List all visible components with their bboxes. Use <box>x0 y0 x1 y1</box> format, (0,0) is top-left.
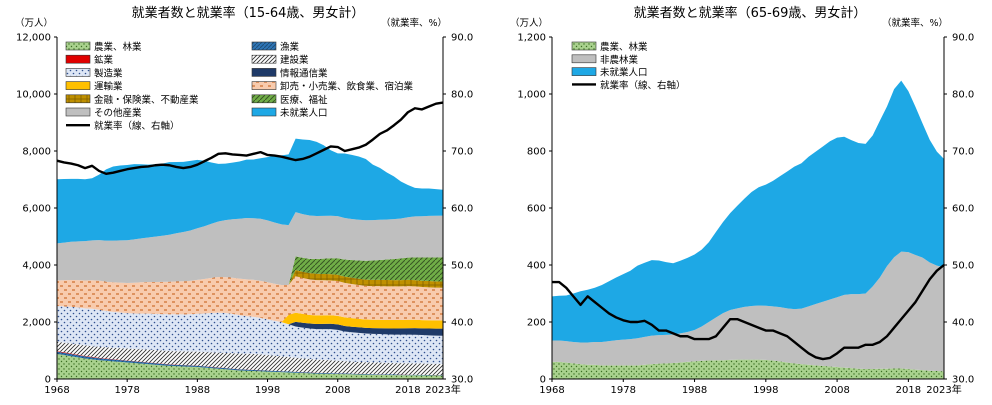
y-tick-label: 2,000 <box>22 318 51 329</box>
legend-label: 就業率（線、右軸） <box>94 120 180 132</box>
y2-tick-label: 30.0 <box>451 375 473 386</box>
y-tick-label: 8,000 <box>22 147 51 158</box>
y-tick-label: 800 <box>527 147 546 158</box>
legend-label: 漁業 <box>280 41 300 53</box>
y-tick-label: 1,000 <box>517 90 546 101</box>
x-tick-label: 2018 <box>395 385 420 396</box>
legend-label: その他産業 <box>94 107 142 119</box>
x-tick-label: 1968 <box>44 385 69 396</box>
x-tick-label: 1988 <box>682 385 707 396</box>
legend-label: 農業、林業 <box>94 41 142 53</box>
x-tick-label: 1978 <box>114 385 139 396</box>
y2-tick-label: 90.0 <box>451 33 473 44</box>
y2-tick-label: 60.0 <box>451 204 473 215</box>
chart-15-64: 就業者数と就業率（15-64歳、男女計） （万人） （就業率、%） 0 2,000 4,0… <box>15 5 473 396</box>
legend-label: 建設業 <box>280 54 309 66</box>
y2-tick-label: 80.0 <box>952 90 974 101</box>
legend-swatch-const <box>251 54 277 64</box>
area-info <box>57 306 443 336</box>
y-tick-label: 6,000 <box>22 204 51 215</box>
legend-label: 未就業人口 <box>600 67 648 79</box>
legend-swatch-agri <box>65 41 91 51</box>
y-tick-label: 0 <box>45 375 51 386</box>
x-tick-label: 2018 <box>896 385 921 396</box>
legend-swatch-med <box>251 94 277 104</box>
x-end-label: 2023年 <box>425 383 460 396</box>
chart-65-69: 就業者数と就業率（65-69歳、男女計） （万人） （就業率、%） 0 200 400 60… <box>510 5 974 396</box>
y2-tick-label: 90.0 <box>952 33 974 44</box>
y-tick-label: 0 <box>540 375 546 386</box>
y-tick-label: 1,200 <box>517 33 546 44</box>
y-tick-label: 600 <box>527 204 546 215</box>
legend-label: 未就業人口 <box>280 107 328 119</box>
x-tick-label: 1998 <box>255 385 280 396</box>
y2-tick-label: 70.0 <box>451 147 473 158</box>
legend-swatch-mine <box>65 54 91 64</box>
y2-tick-label: 60.0 <box>952 204 974 215</box>
area-retail <box>57 276 443 323</box>
legend-swatch-manu <box>65 68 91 77</box>
chart-title: 就業者数と就業率（65-69歳、男女計） <box>634 5 867 21</box>
y2-tick-label: 30.0 <box>952 375 974 386</box>
left-axis-unit: （万人） <box>510 17 548 29</box>
y-tick-label: 12,000 <box>16 33 51 44</box>
legend-label: 非農林業 <box>600 54 639 66</box>
employment-rate-line <box>56 101 444 175</box>
y-tick-label: 10,000 <box>16 90 51 101</box>
legend-label: 就業率（線、右軸） <box>600 79 686 91</box>
y2-tick-label: 80.0 <box>451 90 473 101</box>
area-agri <box>552 359 944 379</box>
legend-swatch-info <box>251 68 277 77</box>
x-tick-label: 2008 <box>824 385 849 396</box>
area-manu <box>57 306 443 364</box>
y2-tick-label: 40.0 <box>952 318 974 329</box>
area-trans <box>57 306 443 329</box>
x-tick-label: 1988 <box>185 385 210 396</box>
area-other <box>552 251 944 372</box>
right-axis-unit: （就業率、%） <box>882 17 948 29</box>
y2-tick-label: 70.0 <box>952 147 974 158</box>
x-tick-label: 2008 <box>325 385 350 396</box>
left-axis-unit: （万人） <box>15 17 53 29</box>
x-tick-label: 1978 <box>611 385 636 396</box>
area-fin <box>57 270 443 288</box>
legend-swatch-other <box>65 107 91 117</box>
legend-swatch-trans <box>65 81 91 90</box>
legend-label: 農業、林業 <box>600 41 648 53</box>
area-nonemp <box>552 80 944 343</box>
employment-rate-line <box>552 264 945 361</box>
legend-swatch-agri <box>571 41 597 51</box>
y-tick-label: 400 <box>527 261 546 272</box>
legend-swatch-fish <box>251 41 277 51</box>
y2-tick-label: 40.0 <box>451 318 473 329</box>
legend-swatch-fin <box>65 94 91 104</box>
area-fish <box>57 351 443 376</box>
legend-label: 運輸業 <box>94 81 123 93</box>
area-other <box>57 212 443 286</box>
y-tick-label: 4,000 <box>22 261 51 272</box>
x-tick-label: 1968 <box>539 385 564 396</box>
area-med <box>57 256 443 286</box>
x-tick-label: 1998 <box>753 385 778 396</box>
legend-swatch-retail <box>251 81 277 90</box>
y-tick-label: 200 <box>527 318 546 329</box>
x-end-label: 2023年 <box>926 383 961 396</box>
legend-label: 金融・保険業、不動産業 <box>94 94 199 106</box>
legend-swatch-nonemp <box>571 67 597 76</box>
area-const <box>57 341 443 376</box>
legend-label: 製造業 <box>94 67 123 79</box>
legend-label: 卸売・小売業、飲食業、宿泊業 <box>280 81 414 93</box>
legend-swatch-other <box>571 54 597 64</box>
y2-tick-label: 50.0 <box>952 261 974 272</box>
legend-label: 情報通信業 <box>280 67 328 79</box>
legend-label: 鉱業 <box>94 54 114 66</box>
legend-swatch-nonemp <box>251 107 277 117</box>
y2-tick-label: 50.0 <box>451 261 473 272</box>
right-axis-unit: （就業率、%） <box>381 17 447 29</box>
area-agri <box>57 353 443 379</box>
chart-title: 就業者数と就業率（15-64歳、男女計） <box>132 5 365 21</box>
legend-label: 医療、福祉 <box>280 94 328 106</box>
